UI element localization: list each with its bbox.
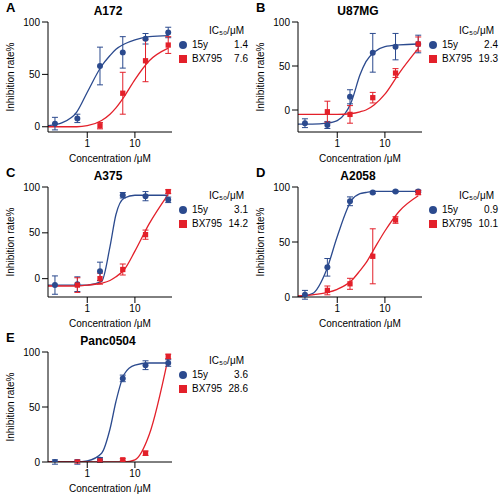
html-text:IC₅₀/μM: IC₅₀/μM bbox=[208, 355, 244, 366]
svg-text:0: 0 bbox=[34, 273, 40, 284]
html-text:IC₅₀/μM: IC₅₀/μM bbox=[458, 190, 494, 201]
html-text:0.9: 0.9 bbox=[484, 204, 498, 215]
svg-text:10: 10 bbox=[379, 138, 391, 149]
html-text:D: D bbox=[256, 165, 266, 180]
svg-text:Concentration /μM: Concentration /μM bbox=[319, 318, 401, 329]
svg-text:100: 100 bbox=[23, 182, 40, 193]
svg-text:100: 100 bbox=[273, 17, 290, 28]
svg-text:10: 10 bbox=[129, 138, 141, 149]
html-text:1.4: 1.4 bbox=[234, 39, 248, 50]
svg-text:Concentration /μM: Concentration /μM bbox=[69, 318, 151, 329]
html-text:BX795: BX795 bbox=[442, 218, 472, 229]
html-text:BX795: BX795 bbox=[192, 218, 222, 229]
html-text:19.3: 19.3 bbox=[478, 53, 498, 64]
svg-text:1: 1 bbox=[334, 303, 340, 314]
html-text:IC₅₀/μM: IC₅₀/μM bbox=[208, 25, 244, 36]
svg-text:50: 50 bbox=[29, 402, 41, 413]
html-text:BX795: BX795 bbox=[192, 53, 222, 64]
html-text:IC₅₀/μM: IC₅₀/μM bbox=[208, 190, 244, 201]
html-text:A2058: A2058 bbox=[340, 169, 376, 183]
html-text:15y: 15y bbox=[442, 39, 459, 50]
svg-text:1: 1 bbox=[84, 138, 90, 149]
svg-text:0: 0 bbox=[284, 292, 290, 303]
svg-text:100: 100 bbox=[273, 182, 290, 193]
html-text:14.2: 14.2 bbox=[228, 218, 248, 229]
svg-text:Concentration /μM: Concentration /μM bbox=[69, 153, 151, 164]
svg-text:0: 0 bbox=[284, 105, 290, 116]
html-text:IC₅₀/μM: IC₅₀/μM bbox=[458, 25, 494, 36]
svg-text:50: 50 bbox=[279, 237, 291, 248]
html-text:C: C bbox=[6, 165, 16, 180]
html-text:A375: A375 bbox=[93, 169, 123, 183]
html-text:3.6: 3.6 bbox=[234, 369, 248, 380]
svg-text:Inhibition rate%: Inhibition rate% bbox=[8, 207, 16, 276]
svg-text:Concentration /μM: Concentration /μM bbox=[319, 153, 401, 164]
html-text:E: E bbox=[6, 330, 15, 345]
html-text:15y: 15y bbox=[192, 369, 209, 380]
svg-text:100: 100 bbox=[23, 17, 40, 28]
svg-text:Inhibition rate%: Inhibition rate% bbox=[255, 207, 266, 276]
svg-text:50: 50 bbox=[279, 61, 291, 72]
html-text:15y: 15y bbox=[192, 204, 209, 215]
svg-text:0: 0 bbox=[34, 457, 40, 468]
html-text:15y: 15y bbox=[192, 39, 209, 50]
html-text:U87MG: U87MG bbox=[337, 4, 379, 18]
svg-text:50: 50 bbox=[29, 69, 41, 80]
svg-text:100: 100 bbox=[23, 347, 40, 358]
html-text:Panc0504: Panc0504 bbox=[80, 334, 136, 348]
svg-text:10: 10 bbox=[379, 303, 391, 314]
svg-text:Inhibition rate%: Inhibition rate% bbox=[255, 42, 266, 111]
html-text:B: B bbox=[256, 0, 266, 15]
html-text:BX795: BX795 bbox=[192, 383, 222, 394]
svg-text:Inhibition rate%: Inhibition rate% bbox=[8, 372, 16, 441]
html-text:10.1: 10.1 bbox=[478, 218, 498, 229]
html-text:15y: 15y bbox=[442, 204, 459, 215]
html-text:28.6: 28.6 bbox=[228, 383, 248, 394]
svg-text:10: 10 bbox=[129, 303, 141, 314]
svg-text:0: 0 bbox=[34, 121, 40, 132]
html-text:A: A bbox=[6, 0, 16, 15]
html-text:7.6: 7.6 bbox=[234, 53, 248, 64]
svg-text:Inhibition rate%: Inhibition rate% bbox=[8, 42, 16, 111]
html-text:A172: A172 bbox=[93, 4, 123, 18]
svg-text:1: 1 bbox=[84, 303, 90, 314]
svg-text:10: 10 bbox=[129, 468, 141, 479]
html-text:2.4: 2.4 bbox=[484, 39, 498, 50]
svg-text:1: 1 bbox=[334, 138, 340, 149]
svg-text:Concentration /μM: Concentration /μM bbox=[69, 483, 151, 494]
svg-text:1: 1 bbox=[84, 468, 90, 479]
html-text:3.1: 3.1 bbox=[234, 204, 248, 215]
svg-text:50: 50 bbox=[29, 227, 41, 238]
html-text:BX795: BX795 bbox=[442, 53, 472, 64]
